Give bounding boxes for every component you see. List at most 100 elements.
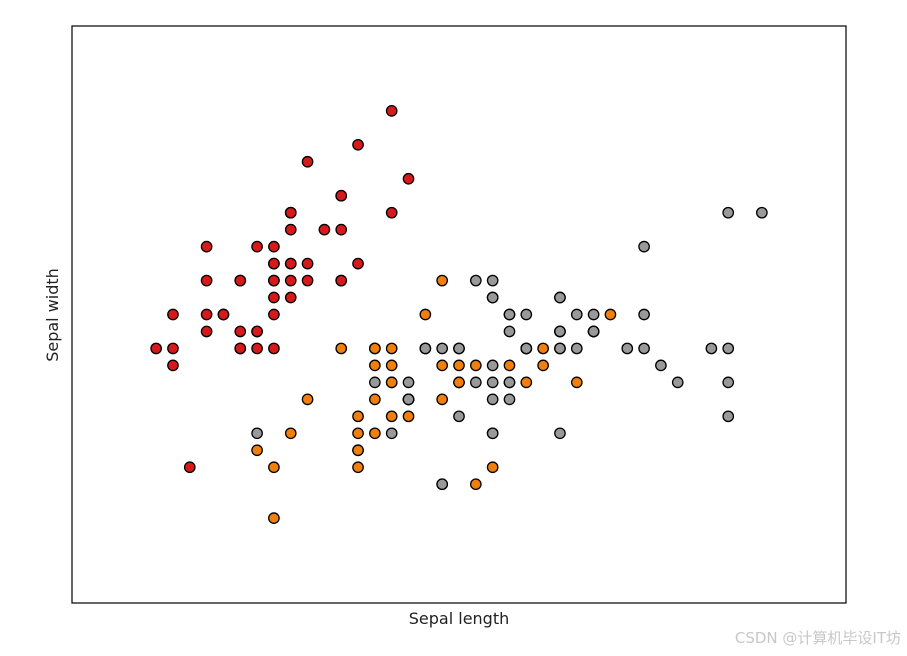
point-versicolor-33	[436, 393, 449, 406]
point-versicolor-38	[369, 342, 381, 355]
point-virginica-25	[638, 308, 650, 321]
point-versicolor-20	[419, 308, 432, 321]
point-virginica-11	[503, 393, 516, 406]
point-setosa-16	[335, 189, 348, 202]
point-versicolor-3	[352, 461, 364, 474]
point-virginica-18	[722, 410, 735, 423]
point-versicolor-7	[251, 444, 263, 457]
point-virginica-21	[369, 376, 381, 389]
point-versicolor-44	[369, 393, 381, 406]
point-virginica-10	[520, 308, 533, 321]
point-virginica-2	[621, 342, 634, 355]
point-setosa-15	[385, 105, 398, 117]
point-versicolor-0	[604, 308, 617, 321]
y-axis-label: Sepal width	[43, 268, 62, 362]
point-versicolor-39	[352, 427, 364, 440]
point-versicolor-35	[436, 274, 449, 287]
point-virginica-19	[436, 478, 449, 491]
point-setosa-17	[284, 257, 297, 270]
point-setosa-46	[284, 206, 297, 219]
point-virginica-15	[503, 308, 516, 321]
point-versicolor-34	[335, 342, 348, 355]
point-virginica-38	[436, 342, 449, 355]
point-setosa-32	[301, 155, 314, 168]
point-virginica-33	[486, 376, 499, 389]
point-versicolor-18	[469, 478, 482, 491]
point-virginica-12	[570, 342, 583, 355]
point-virginica-23	[486, 393, 499, 406]
point-setosa-14	[402, 172, 415, 185]
point-virginica-32	[503, 376, 516, 389]
point-setosa-48	[318, 223, 331, 236]
point-setosa-49	[268, 291, 280, 304]
points-layer	[150, 105, 768, 525]
point-setosa-39	[284, 274, 297, 287]
point-setosa-4	[268, 240, 280, 253]
point-versicolor-45	[385, 342, 398, 355]
point-versicolor-26	[570, 376, 583, 389]
point-versicolor-49	[385, 376, 398, 389]
point-versicolor-23	[453, 376, 465, 389]
point-virginica-45	[554, 342, 566, 355]
point-setosa-21	[284, 223, 297, 236]
point-setosa-1	[251, 342, 263, 355]
point-versicolor-29	[385, 410, 398, 423]
point-versicolor-24	[503, 359, 516, 372]
point-virginica-48	[469, 274, 482, 287]
point-versicolor-43	[268, 461, 280, 474]
point-virginica-3	[486, 359, 499, 372]
point-versicolor-46	[385, 359, 398, 372]
point-versicolor-4	[520, 376, 533, 389]
point-virginica-6	[251, 427, 263, 440]
point-setosa-6	[200, 274, 213, 287]
point-virginica-13	[385, 427, 398, 440]
point-setosa-27	[301, 257, 314, 270]
point-virginica-43	[570, 308, 583, 321]
point-virginica-36	[486, 274, 499, 287]
point-setosa-47	[200, 308, 213, 321]
point-virginica-29	[638, 342, 650, 355]
point-virginica-47	[520, 342, 533, 355]
point-virginica-7	[655, 359, 667, 372]
point-virginica-22	[722, 376, 735, 389]
point-versicolor-37	[486, 461, 499, 474]
point-versicolor-40	[352, 410, 364, 423]
point-virginica-34	[453, 410, 465, 423]
point-versicolor-19	[369, 427, 381, 440]
point-setosa-29	[217, 308, 230, 321]
point-virginica-46	[486, 427, 499, 440]
point-virginica-49	[419, 342, 432, 355]
point-setosa-37	[251, 240, 263, 253]
point-virginica-9	[638, 240, 650, 253]
plot-area-frame	[71, 25, 847, 604]
point-versicolor-25	[537, 342, 549, 355]
point-setosa-10	[335, 223, 348, 236]
point-virginica-0	[486, 291, 499, 304]
point-versicolor-42	[402, 410, 415, 423]
point-setosa-31	[335, 274, 348, 287]
point-virginica-37	[503, 325, 516, 338]
point-virginica-26	[469, 376, 482, 389]
point-setosa-8	[167, 359, 179, 372]
point-setosa-24	[234, 274, 247, 287]
x-axis-label: Sepal length	[409, 609, 510, 628]
point-versicolor-10	[268, 512, 280, 525]
point-versicolor-31	[352, 444, 364, 457]
point-virginica-41	[587, 325, 600, 338]
point-virginica-30	[671, 376, 684, 389]
point-versicolor-8	[537, 359, 549, 372]
point-setosa-34	[251, 325, 263, 338]
point-setosa-33	[352, 138, 364, 151]
point-setosa-28	[301, 274, 314, 287]
point-virginica-35	[722, 342, 735, 355]
point-setosa-35	[268, 308, 280, 321]
point-versicolor-9	[301, 393, 314, 406]
point-setosa-3	[200, 325, 213, 338]
point-versicolor-47	[469, 359, 482, 372]
point-setosa-45	[234, 342, 247, 355]
point-virginica-40	[554, 325, 566, 338]
point-versicolor-14	[369, 359, 381, 372]
point-setosa-22	[200, 240, 213, 253]
point-setosa-23	[284, 291, 297, 304]
